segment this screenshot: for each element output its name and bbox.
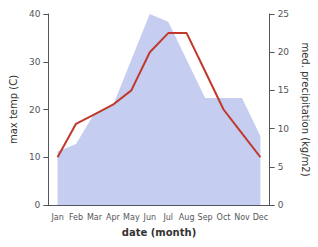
svg-text:20: 20 bbox=[29, 105, 41, 115]
svg-text:May: May bbox=[123, 213, 140, 222]
svg-text:30: 30 bbox=[29, 57, 41, 67]
svg-text:max temp (C): max temp (C) bbox=[8, 75, 19, 144]
svg-text:40: 40 bbox=[29, 9, 41, 19]
svg-text:Sep: Sep bbox=[198, 213, 213, 222]
svg-text:25: 25 bbox=[278, 9, 289, 19]
svg-text:0: 0 bbox=[35, 200, 41, 210]
svg-text:Jul: Jul bbox=[162, 213, 173, 222]
svg-text:0: 0 bbox=[278, 200, 284, 210]
svg-text:15: 15 bbox=[278, 85, 289, 95]
svg-text:Feb: Feb bbox=[69, 213, 83, 222]
svg-text:date (month): date (month) bbox=[122, 227, 196, 238]
svg-text:10: 10 bbox=[29, 152, 41, 162]
svg-text:Jan: Jan bbox=[50, 213, 63, 222]
svg-text:Dec: Dec bbox=[253, 213, 268, 222]
svg-text:Apr: Apr bbox=[106, 213, 121, 222]
svg-text:Nov: Nov bbox=[234, 213, 250, 222]
svg-text:10: 10 bbox=[278, 124, 290, 134]
svg-text:Aug: Aug bbox=[179, 213, 195, 222]
svg-text:med. precipitation (kg/m2): med. precipitation (kg/m2) bbox=[300, 42, 311, 176]
svg-text:Jun: Jun bbox=[143, 213, 157, 222]
svg-text:Mar: Mar bbox=[87, 213, 103, 222]
svg-text:20: 20 bbox=[278, 47, 290, 57]
svg-text:5: 5 bbox=[278, 162, 284, 172]
svg-text:Oct: Oct bbox=[217, 213, 231, 222]
